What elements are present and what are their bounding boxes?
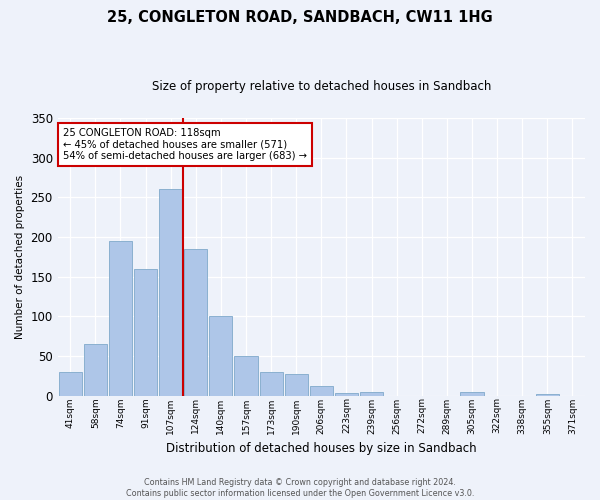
Text: 25 CONGLETON ROAD: 118sqm
← 45% of detached houses are smaller (571)
54% of semi: 25 CONGLETON ROAD: 118sqm ← 45% of detac… <box>63 128 307 160</box>
Bar <box>159 190 182 396</box>
Bar <box>134 269 157 396</box>
Bar <box>209 316 232 396</box>
X-axis label: Distribution of detached houses by size in Sandbach: Distribution of detached houses by size … <box>166 442 476 455</box>
Text: Contains HM Land Registry data © Crown copyright and database right 2024.
Contai: Contains HM Land Registry data © Crown c… <box>126 478 474 498</box>
Bar <box>284 374 308 396</box>
Bar <box>360 392 383 396</box>
Bar <box>235 356 257 396</box>
Title: Size of property relative to detached houses in Sandbach: Size of property relative to detached ho… <box>152 80 491 93</box>
Bar <box>184 249 208 396</box>
Y-axis label: Number of detached properties: Number of detached properties <box>15 175 25 339</box>
Bar <box>260 372 283 396</box>
Bar <box>59 372 82 396</box>
Bar <box>536 394 559 396</box>
Bar <box>310 386 333 396</box>
Bar <box>335 392 358 396</box>
Text: 25, CONGLETON ROAD, SANDBACH, CW11 1HG: 25, CONGLETON ROAD, SANDBACH, CW11 1HG <box>107 10 493 25</box>
Bar <box>460 392 484 396</box>
Bar <box>84 344 107 396</box>
Bar <box>109 241 132 396</box>
